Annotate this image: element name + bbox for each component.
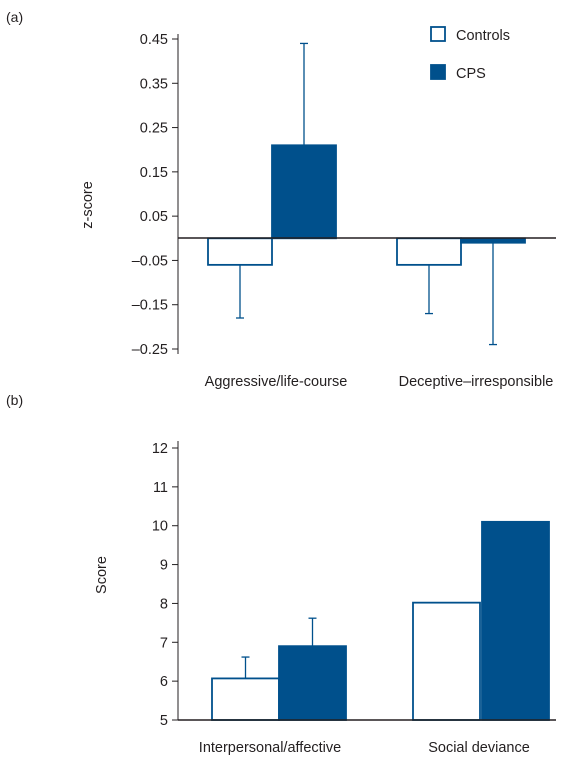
y-tick-label: 0.45 — [140, 32, 168, 48]
bar-controls-1 — [412, 601, 481, 721]
y-tick-label: 6 — [160, 674, 168, 690]
y-tick-label: 12 — [152, 441, 168, 457]
y-tick-label: –0.05 — [132, 253, 168, 269]
y-tick-label: 5 — [160, 713, 168, 729]
y-tick-label: 0.15 — [140, 165, 168, 181]
legend: Controls CPS — [430, 26, 510, 82]
y-axis-label: z-score — [80, 181, 96, 229]
y-tick-label: 10 — [152, 519, 168, 535]
x-tick-label: Interpersonal/affective — [199, 740, 341, 756]
bar-controls-0 — [207, 237, 273, 266]
y-tick-label: 11 — [153, 480, 168, 496]
panel-a: (a) z-score 0.45 0.35 0.25 0.15 0.05 –0.05 –0.… — [6, 9, 556, 390]
legend-label-controls: Controls — [456, 28, 510, 44]
bar-cps-0 — [278, 645, 347, 721]
panel-a-label: (a) — [6, 9, 23, 25]
y-tick-label: 0.05 — [140, 209, 168, 225]
y-tick-label: 0.25 — [140, 121, 168, 137]
y-tick-label: –0.15 — [132, 298, 168, 314]
bar-controls-0 — [211, 677, 280, 721]
legend-swatch-controls — [430, 26, 446, 42]
x-tick-label: Aggressive/life-course — [205, 374, 348, 390]
y-tick-label: 8 — [160, 596, 168, 612]
panel-b: (b) Score 12 11 10 9 8 7 6 5 Interpersonal/affe… — [6, 392, 556, 756]
panel-b-label: (b) — [6, 392, 23, 408]
x-tick-label: Social deviance — [428, 740, 530, 756]
y-tick-label: –0.25 — [132, 342, 168, 358]
y-tick-label: 9 — [160, 558, 168, 574]
y-tick-label: 7 — [160, 635, 168, 651]
y-axis-label: Score — [94, 556, 110, 594]
bar-cps-0 — [271, 144, 337, 240]
y-tick-label: 0.35 — [140, 76, 168, 92]
legend-label-cps: CPS — [456, 66, 486, 82]
x-tick-label: Deceptive–irresponsible — [399, 374, 554, 390]
bar-controls-1 — [396, 237, 462, 266]
legend-swatch-cps — [430, 64, 446, 80]
bar-cps-1 — [481, 520, 550, 721]
bar-cps-1 — [460, 237, 526, 244]
